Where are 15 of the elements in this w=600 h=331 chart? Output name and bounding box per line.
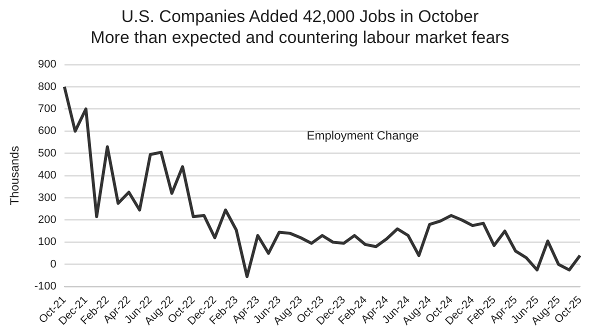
- y-tick-label: 100: [38, 236, 56, 248]
- y-tick-label: -100: [34, 280, 56, 293]
- y-tick-label: 800: [38, 80, 56, 93]
- y-tick-label: 400: [38, 170, 56, 182]
- y-tick-label: 700: [38, 103, 56, 116]
- chart-title: U.S. Companies Added 42,000 Jobs in October: [120, 6, 480, 27]
- text: Employment Change: [306, 128, 420, 143]
- y-axis-title: Thousands: [8, 146, 22, 206]
- y-tick-label: 0: [50, 258, 56, 270]
- y-tick-label: 500: [38, 147, 56, 160]
- y-tick-label: 300: [38, 192, 56, 204]
- y-tick-label: 200: [38, 214, 56, 226]
- y-tick-label: 600: [38, 125, 56, 138]
- chart-subtitle: More than expected and countering labour market fears: [90, 27, 510, 48]
- y-tick-label: 900: [38, 58, 56, 71]
